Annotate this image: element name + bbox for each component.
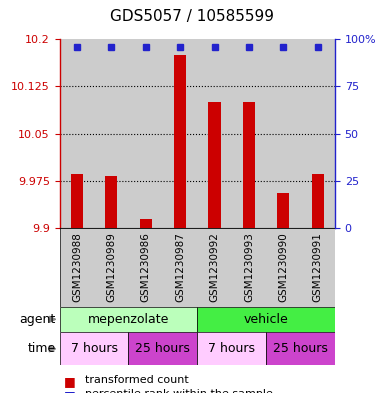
Bar [60, 307, 197, 332]
Bar [60, 39, 94, 228]
Bar [266, 332, 335, 365]
Text: agent: agent [20, 313, 56, 326]
Bar [71, 174, 83, 228]
Text: GDS5057 / 10585599: GDS5057 / 10585599 [110, 9, 275, 24]
Text: GSM1230991: GSM1230991 [313, 232, 323, 302]
Bar [232, 39, 266, 228]
Bar [174, 55, 186, 228]
Bar [209, 102, 221, 228]
Bar [277, 193, 290, 228]
Bar [266, 39, 301, 228]
Bar [94, 39, 129, 228]
Bar [197, 39, 232, 228]
Text: mepenzolate: mepenzolate [88, 313, 169, 326]
Text: GSM1230993: GSM1230993 [244, 232, 254, 302]
Text: 25 hours: 25 hours [136, 342, 190, 355]
Text: 7 hours: 7 hours [70, 342, 117, 355]
Bar [163, 39, 197, 228]
Text: time: time [28, 342, 56, 355]
Bar [301, 39, 335, 228]
Text: GSM1230988: GSM1230988 [72, 232, 82, 302]
Bar [197, 332, 266, 365]
Text: GSM1230992: GSM1230992 [209, 232, 219, 302]
Bar [312, 174, 324, 228]
Bar [105, 176, 117, 228]
Text: GSM1230990: GSM1230990 [278, 232, 288, 301]
Text: GSM1230987: GSM1230987 [175, 232, 185, 302]
Bar [197, 307, 335, 332]
Bar [243, 102, 255, 228]
Text: 7 hours: 7 hours [208, 342, 255, 355]
Text: percentile rank within the sample: percentile rank within the sample [85, 389, 273, 393]
Bar [60, 332, 129, 365]
Text: vehicle: vehicle [244, 313, 288, 326]
Bar [129, 332, 197, 365]
Bar [140, 219, 152, 228]
Text: ■: ■ [64, 389, 75, 393]
Text: GSM1230986: GSM1230986 [141, 232, 151, 302]
Bar [129, 39, 163, 228]
Text: ■: ■ [64, 375, 75, 388]
Text: 25 hours: 25 hours [273, 342, 328, 355]
Text: transformed count: transformed count [85, 375, 188, 385]
Text: GSM1230989: GSM1230989 [106, 232, 116, 302]
